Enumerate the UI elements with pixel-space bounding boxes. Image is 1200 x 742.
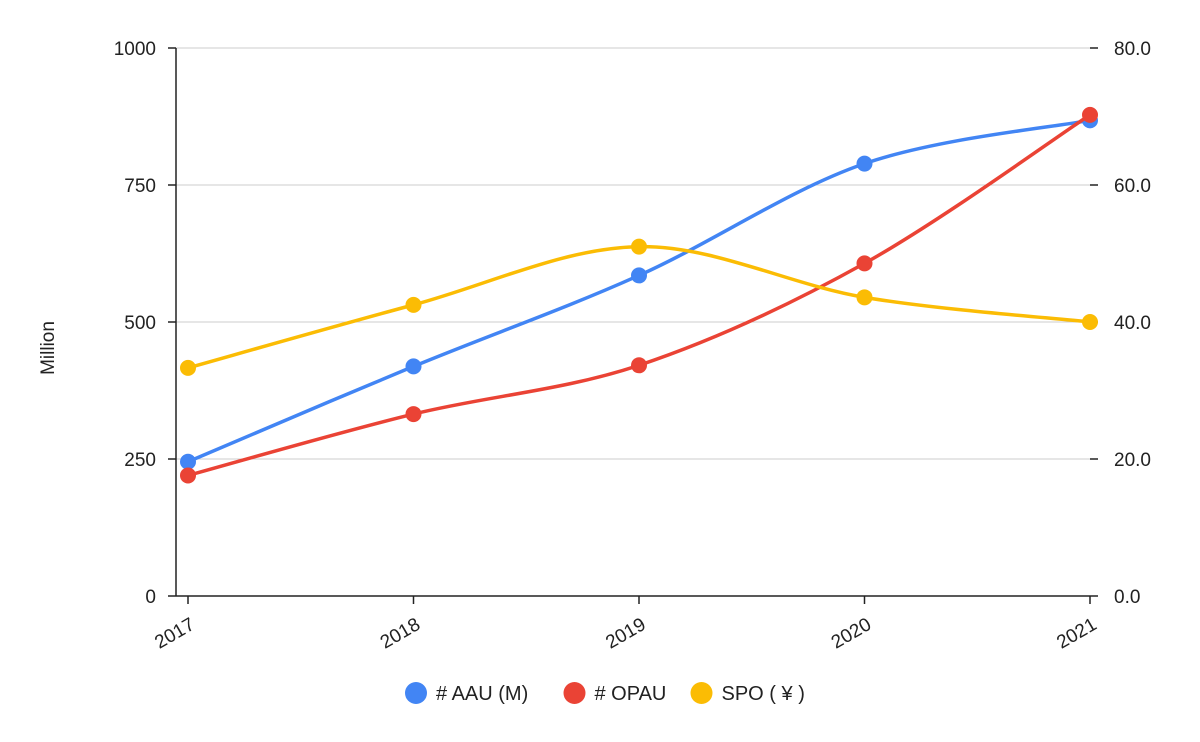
- y2-tick-label: 80.0: [1114, 39, 1151, 60]
- legend-label: # OPAU: [595, 683, 667, 705]
- data-point: [856, 289, 873, 306]
- y-tick-label: 750: [124, 176, 156, 197]
- series-layer: [180, 106, 1098, 484]
- data-point: [180, 359, 196, 376]
- legend: # AAU (M) # OPAU SPO ( ¥ ): [405, 682, 805, 705]
- data-point: [1082, 314, 1098, 330]
- x-tick-label: 2018: [377, 614, 424, 653]
- legend-item: # OPAU: [563, 682, 667, 705]
- legend-item: SPO ( ¥ ): [690, 682, 805, 705]
- data-point: [631, 238, 647, 255]
- axes: 0 250 500 750 1000 0.0 20.0 40.0 60.0 80.0 2017 201…: [114, 39, 1151, 653]
- x-tick-label: 2019: [602, 614, 649, 653]
- legend-item: # AAU (M): [405, 682, 528, 705]
- y-axis-title: Million: [38, 321, 59, 375]
- legend-marker: [405, 682, 427, 704]
- y2-tick-label: 0.0: [1114, 587, 1140, 608]
- y-tick-label: 250: [124, 450, 156, 471]
- data-point: [1082, 106, 1098, 123]
- series-line: [187, 244, 1091, 370]
- y2-tick-label: 20.0: [1114, 450, 1151, 471]
- x-tick-label: 2021: [1053, 614, 1100, 653]
- data-point: [180, 467, 196, 484]
- data-point: [405, 358, 422, 375]
- series-3: [180, 238, 1098, 376]
- data-point: [405, 406, 422, 423]
- data-point: [856, 255, 873, 272]
- data-point: [856, 155, 873, 172]
- legend-marker: [690, 682, 713, 704]
- data-point: [180, 453, 196, 470]
- data-point: [631, 357, 647, 374]
- series-2: [180, 106, 1098, 484]
- legend-label: # AAU (M): [436, 683, 528, 705]
- series-line: [187, 118, 1091, 464]
- x-tick-label: 2017: [151, 614, 198, 653]
- legend-label: SPO ( ¥ ): [722, 683, 805, 705]
- series-1: [180, 112, 1098, 470]
- data-point: [405, 296, 422, 313]
- y-tick-label: 0: [145, 587, 156, 608]
- gridlines: [176, 47, 1090, 460]
- legend-marker: [563, 682, 586, 704]
- y2-tick-label: 40.0: [1114, 313, 1151, 334]
- y2-tick-label: 60.0: [1114, 176, 1151, 197]
- data-point: [631, 267, 647, 284]
- x-tick-label: 2020: [828, 614, 875, 653]
- y-tick-label: 1000: [114, 39, 156, 60]
- y-tick-label: 500: [124, 313, 156, 334]
- series-line: [187, 113, 1091, 478]
